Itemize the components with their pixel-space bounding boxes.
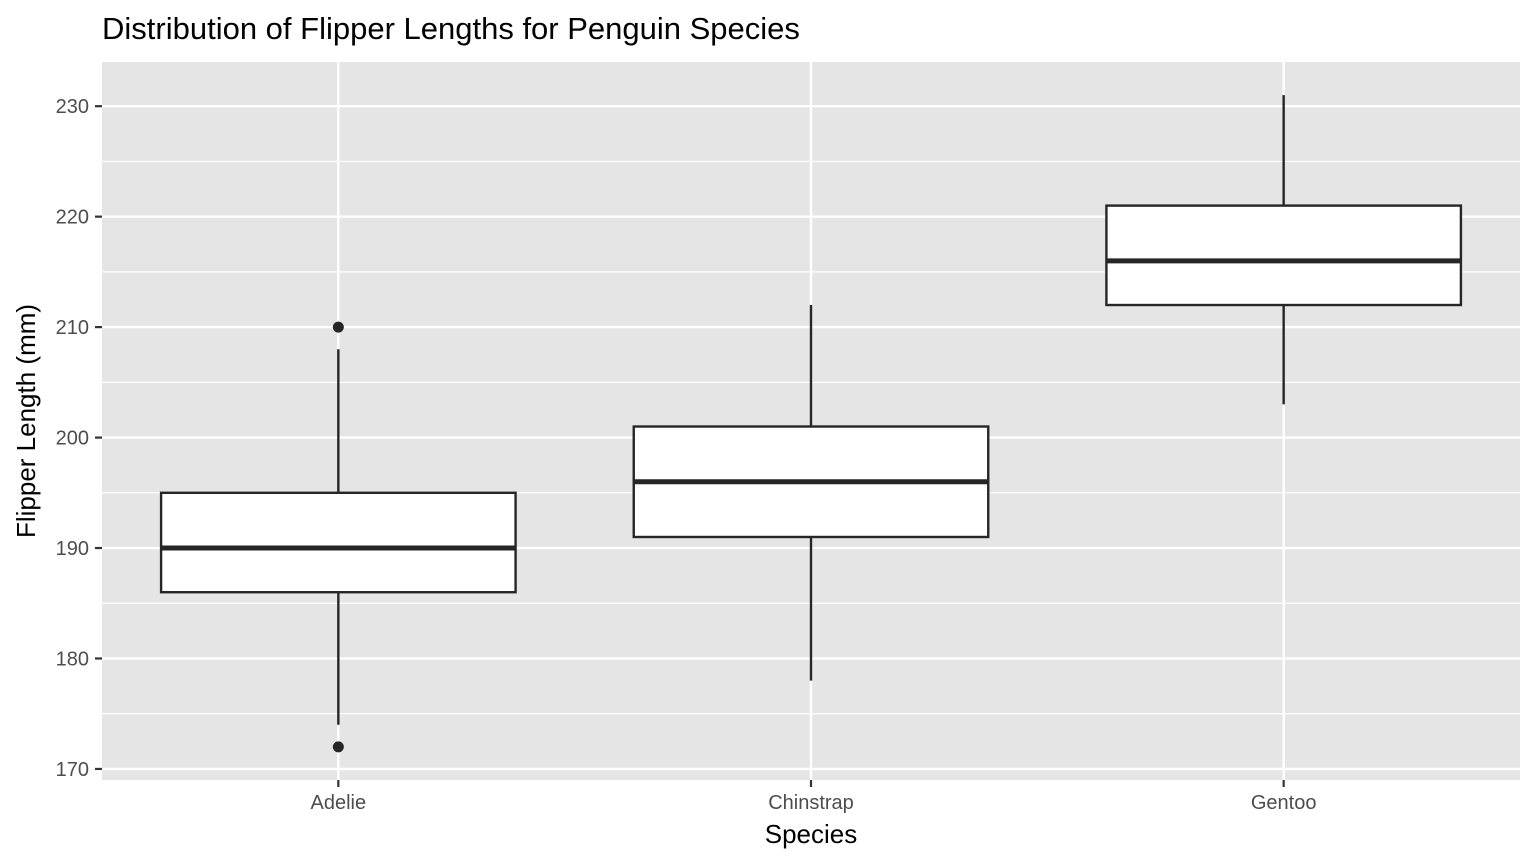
y-tick-label: 170 — [56, 759, 89, 781]
axis-ticks — [95, 105, 1285, 787]
box-adelie — [159, 321, 517, 753]
x-tick-label: Adelie — [311, 792, 367, 814]
chart-title: Distribution of Flipper Lengths for Peng… — [102, 11, 800, 46]
x-tick-label: Chinstrap — [768, 792, 854, 814]
box-gentoo — [1105, 95, 1463, 405]
x-axis-tick-labels: Adelie Chinstrap Gentoo — [311, 792, 1317, 814]
box-series — [159, 95, 1463, 753]
iqr-box — [159, 491, 517, 594]
box-chinstrap — [632, 305, 990, 681]
y-tick-label: 180 — [56, 648, 89, 670]
y-axis-tick-labels: 170 180 190 200 210 220 230 — [56, 96, 89, 781]
y-tick-label: 220 — [56, 207, 89, 229]
y-tick-label: 190 — [56, 538, 89, 560]
x-axis-title: Species — [765, 819, 858, 849]
y-tick-label: 200 — [56, 428, 89, 450]
y-tick-label: 210 — [56, 317, 89, 339]
x-tick-label: Gentoo — [1251, 792, 1317, 814]
outlier-point — [332, 321, 344, 333]
outlier-point — [332, 741, 344, 753]
y-tick-label: 230 — [56, 96, 89, 118]
iqr-box — [1105, 204, 1463, 307]
y-axis-title: Flipper Length (mm) — [11, 304, 41, 538]
